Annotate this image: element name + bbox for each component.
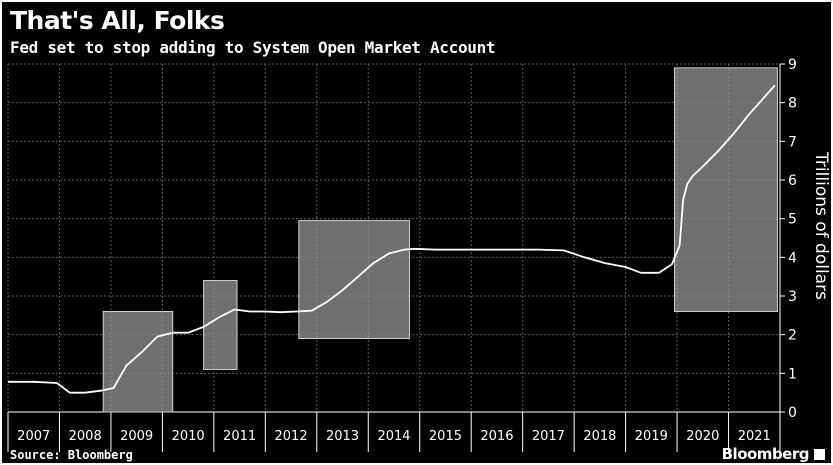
y-tick-label: 0 <box>788 405 797 421</box>
y-tick-label: 3 <box>788 289 797 305</box>
x-tick-label: 2016 <box>480 429 513 444</box>
y-tick-label: 6 <box>788 173 797 189</box>
highlight-box <box>203 280 238 370</box>
x-tick-label: 2008 <box>69 429 102 444</box>
brand-icon <box>814 449 825 460</box>
y-tick-label: 2 <box>788 328 797 344</box>
x-tick-label: 2015 <box>429 429 462 444</box>
chart-subtitle: Fed set to stop adding to System Open Ma… <box>10 38 496 57</box>
x-tick-label: 2013 <box>326 429 359 444</box>
x-tick-label: 2011 <box>223 429 256 444</box>
highlight-box <box>102 310 174 413</box>
y-tick-label: 7 <box>788 134 797 150</box>
source-note: Source: Bloomberg <box>10 448 133 462</box>
y-axis-label: Trillions of dollars <box>811 151 831 300</box>
x-tick-label: 2021 <box>738 429 771 444</box>
x-tick-label: 2014 <box>377 429 410 444</box>
y-tick-label: 9 <box>788 57 797 73</box>
x-tick-label: 2012 <box>275 429 308 444</box>
x-tick-label: 2019 <box>635 429 668 444</box>
chart-title: That's All, Folks <box>10 6 225 35</box>
x-tick-label: 2007 <box>17 429 50 444</box>
x-tick-label: 2020 <box>686 429 719 444</box>
data-line <box>8 84 776 394</box>
x-tick-label: 2009 <box>120 429 153 444</box>
y-tick-label: 1 <box>788 366 797 382</box>
x-tick-label: 2017 <box>532 429 565 444</box>
y-tick-label: 4 <box>788 250 797 266</box>
y-tick-label: 5 <box>788 212 797 228</box>
x-tick-label: 2010 <box>172 429 205 444</box>
highlight-box <box>673 67 778 312</box>
x-tick-label: 2018 <box>583 429 616 444</box>
brand-logo: Bloomberg <box>721 445 810 463</box>
y-tick-label: 8 <box>788 96 797 112</box>
